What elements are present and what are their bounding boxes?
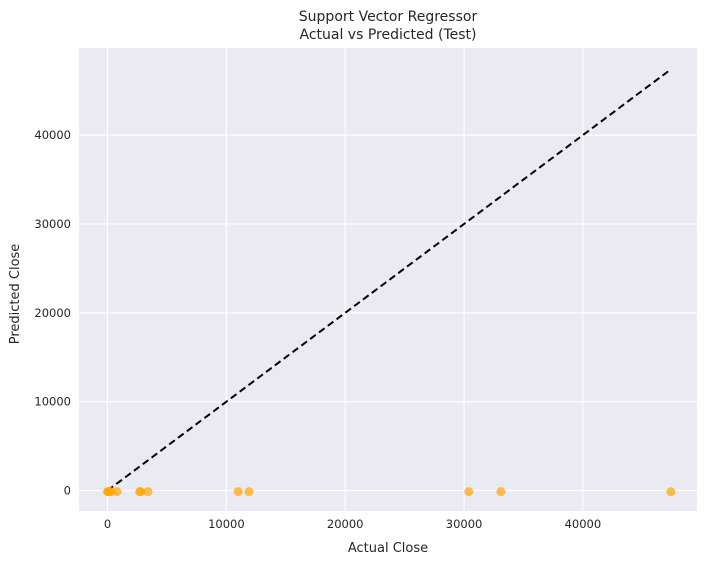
data-point	[136, 487, 146, 497]
x-tick-label: 20000	[327, 517, 364, 531]
reference-line-group	[106, 68, 672, 492]
y-axis-label: Predicted Close	[8, 244, 23, 345]
x-axis-label: Actual Close	[348, 541, 428, 556]
points	[103, 487, 676, 497]
x-tick-label: 0	[104, 517, 111, 531]
y-tick-label: 0	[64, 484, 71, 498]
y-tick-label: 10000	[34, 395, 71, 409]
data-point	[233, 487, 243, 497]
chart-title-line-1: Support Vector Regressor	[299, 9, 478, 25]
y-tick-label: 40000	[34, 128, 71, 142]
data-point	[244, 487, 254, 497]
data-point	[112, 487, 122, 497]
data-point	[496, 487, 506, 497]
x-tick-label: 10000	[208, 517, 245, 531]
data-point	[666, 487, 676, 497]
y-tick-label: 30000	[34, 217, 71, 231]
x-tick-label: 40000	[565, 517, 602, 531]
x-tick-label: 30000	[446, 517, 483, 531]
y-tick-labels: 0 10000 20000 30000 40000	[34, 128, 71, 497]
reference-line	[106, 68, 672, 492]
grid	[79, 48, 697, 511]
data-point	[464, 487, 474, 497]
y-tick-label: 20000	[34, 306, 71, 320]
x-tick-labels: 0 10000 20000 30000 40000	[104, 517, 601, 531]
data-point	[143, 487, 153, 497]
chart-title-line-2: Actual vs Predicted (Test)	[299, 27, 476, 43]
